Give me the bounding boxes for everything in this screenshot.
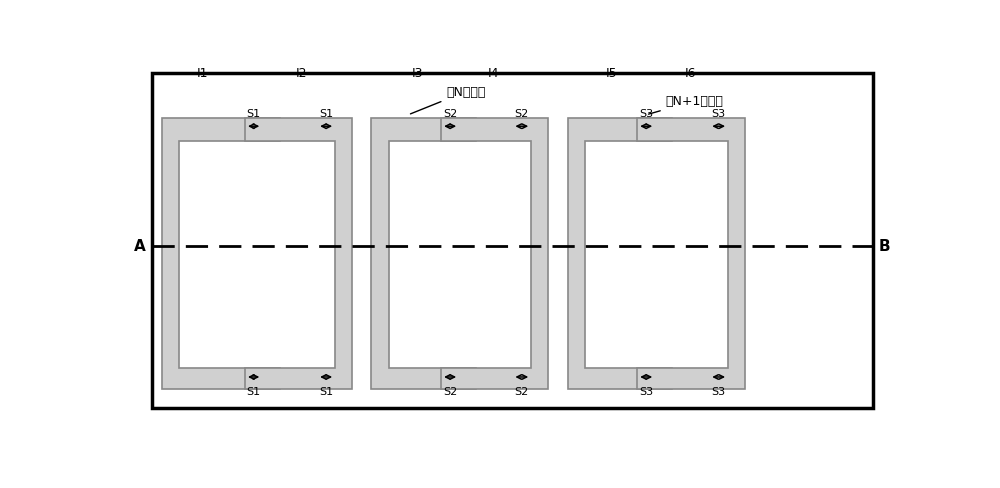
Text: I1: I1 [197,67,208,80]
Polygon shape [162,119,280,389]
Text: S1: S1 [247,108,261,119]
Text: S1: S1 [319,108,333,119]
Text: 第N层金属: 第N层金属 [410,86,486,115]
Text: S3: S3 [639,386,653,396]
Bar [152,74,873,408]
Text: S3: S3 [639,108,653,119]
Text: S3: S3 [712,108,726,119]
Text: S2: S2 [443,108,457,119]
Text: I4: I4 [488,67,500,80]
Polygon shape [245,119,352,389]
Text: S2: S2 [443,386,457,396]
Text: S1: S1 [319,386,333,396]
Polygon shape [568,119,672,389]
Polygon shape [371,119,476,389]
Text: 第N+1层金属: 第N+1层金属 [648,95,724,115]
Text: S3: S3 [712,386,726,396]
Text: I3: I3 [412,67,424,80]
Bar [152,74,873,408]
Text: S1: S1 [247,386,261,396]
Polygon shape [441,119,548,389]
Text: S2: S2 [515,386,529,396]
Text: I2: I2 [296,67,307,80]
Polygon shape [637,119,745,389]
Text: S2: S2 [515,108,529,119]
Text: B: B [879,239,891,254]
Text: I5: I5 [606,67,618,80]
Text: A: A [134,239,146,254]
Text: I6: I6 [685,67,696,80]
